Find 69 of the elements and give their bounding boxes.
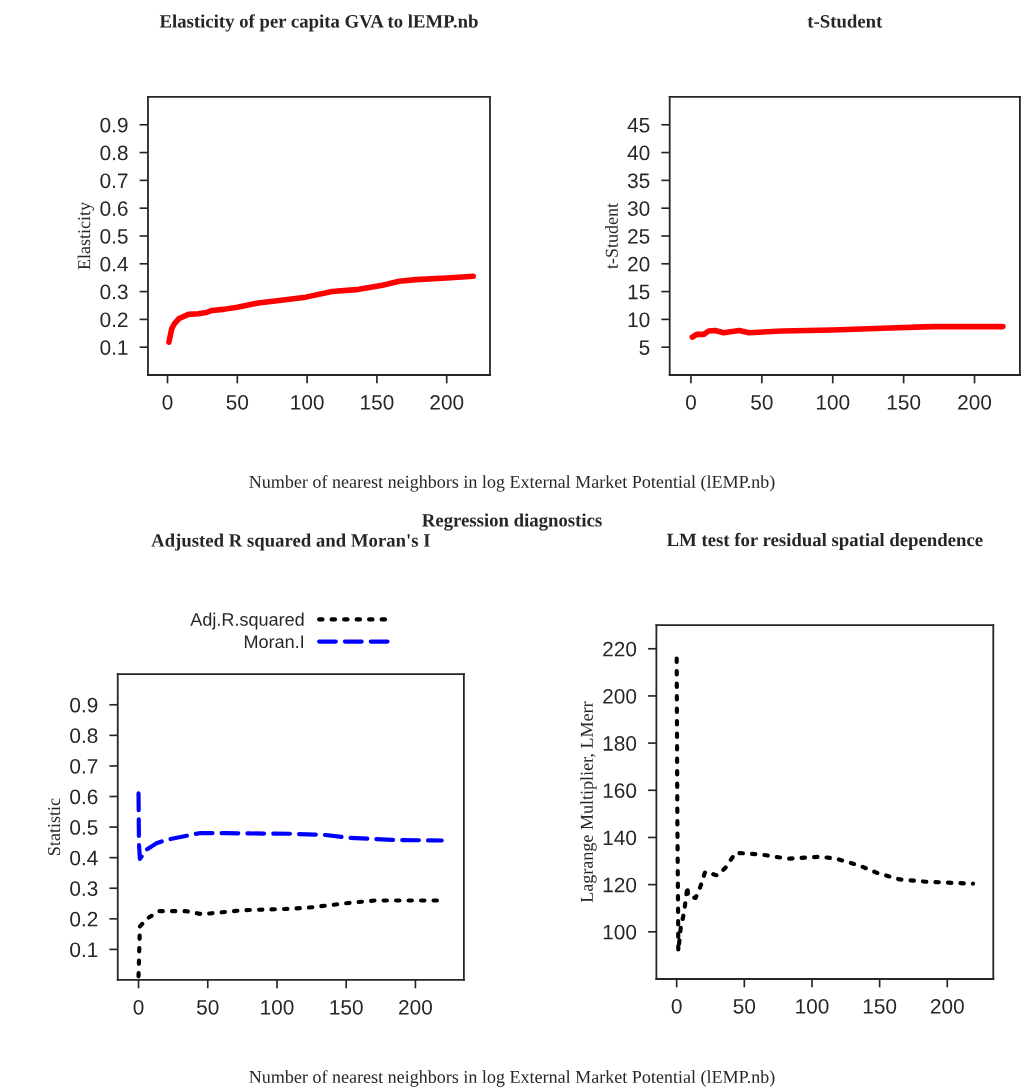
y-axis-title: t-Student xyxy=(605,202,618,269)
y-tick-label: 140 xyxy=(603,830,637,846)
x-tick-label: 50 xyxy=(751,394,773,410)
chart-title: Elasticity of per capita GVA to lEMP.nb xyxy=(159,14,478,32)
y-tick-label: 0.6 xyxy=(100,201,128,216)
y-tick-label: 0.5 xyxy=(100,228,128,244)
x-tick-label: 0 xyxy=(162,394,173,410)
x-tick-label: 200 xyxy=(958,394,992,410)
y-tick-label: 0.7 xyxy=(70,758,98,774)
x-tick-label: 0 xyxy=(671,998,682,1014)
legend-label: Adj.R.squared xyxy=(190,612,304,630)
x-tick-label: 100 xyxy=(796,998,829,1014)
x-tick-label: 150 xyxy=(887,394,921,410)
chart-title: LM test for residual spatial dependence xyxy=(666,532,983,551)
y-tick-label: 120 xyxy=(603,877,637,893)
y-tick-label: 45 xyxy=(627,117,650,133)
y-tick-label: 30 xyxy=(627,201,650,216)
y-tick-label: 20 xyxy=(628,256,650,272)
x-tick-label: 150 xyxy=(863,998,897,1014)
y-tick-label: 0.1 xyxy=(100,340,128,355)
y-tick-label: 180 xyxy=(603,736,637,751)
x-tick-label: 100 xyxy=(291,394,324,410)
x-tick-label: 200 xyxy=(430,394,464,410)
y-tick-label: 160 xyxy=(603,783,637,799)
x-tick-label: 100 xyxy=(261,999,294,1015)
x-tick-label: 150 xyxy=(330,999,363,1015)
y-tick-label: 10 xyxy=(628,312,650,328)
y-tick-label: 0.2 xyxy=(70,911,98,927)
chart-title: Adjusted R squared and Moran's I xyxy=(151,533,430,551)
y-tick-label: 0.4 xyxy=(100,256,128,272)
x-tick-label: 50 xyxy=(197,999,219,1015)
text: Regression diagnostics xyxy=(422,513,602,531)
y-tick-label: 100 xyxy=(603,924,637,940)
x-tick-label: 200 xyxy=(399,999,432,1015)
line-series xyxy=(136,791,444,861)
chart-title: t-Student xyxy=(807,14,883,28)
y-tick-label: 0.5 xyxy=(70,820,98,835)
y-tick-label: 200 xyxy=(603,688,637,704)
x-tick-label: 100 xyxy=(816,394,850,410)
y-tick-label: 0.3 xyxy=(70,881,98,896)
y-tick-label: 0.4 xyxy=(70,850,98,866)
y-tick-label: 0.9 xyxy=(100,117,128,133)
x-axis-title: Number of nearest neighbors in log External Market Potential (lEMP.nb) xyxy=(249,475,775,492)
y-tick-label: 0.8 xyxy=(70,728,98,744)
y-tick-label: 0.9 xyxy=(70,697,98,713)
x-tick-label: 0 xyxy=(133,999,144,1015)
y-tick-label: 0.6 xyxy=(70,789,98,805)
legend-label: Moran.I xyxy=(244,635,304,649)
y-axis-title: Lagrange Multiplier, LMerr xyxy=(580,701,597,903)
y-tick-label: 35 xyxy=(627,173,650,189)
y-tick-label: 0.1 xyxy=(70,942,98,958)
y-tick-label: 5 xyxy=(639,340,650,355)
x-axis-title: Number of nearest neighbors in log External Market Potential (lEMP.nb) xyxy=(249,1070,775,1087)
x-tick-label: 200 xyxy=(930,998,964,1014)
line-series xyxy=(674,656,976,954)
y-tick-label: 15 xyxy=(628,284,650,300)
y-tick-label: 25 xyxy=(628,228,650,244)
y-tick-label: 40 xyxy=(627,145,650,161)
y-tick-label: 0.2 xyxy=(100,312,128,328)
x-tick-label: 50 xyxy=(733,998,756,1014)
y-axis-title: Statistic xyxy=(48,798,61,855)
y-axis-title: Elasticity xyxy=(77,201,95,270)
y-tick-label: 220 xyxy=(603,641,637,657)
y-tick-label: 0.3 xyxy=(100,284,128,300)
x-tick-label: 150 xyxy=(361,394,394,410)
y-tick-label: 0.7 xyxy=(100,173,128,189)
x-tick-label: 50 xyxy=(226,394,249,410)
x-tick-label: 0 xyxy=(685,394,696,410)
y-tick-label: 0.8 xyxy=(100,145,128,161)
